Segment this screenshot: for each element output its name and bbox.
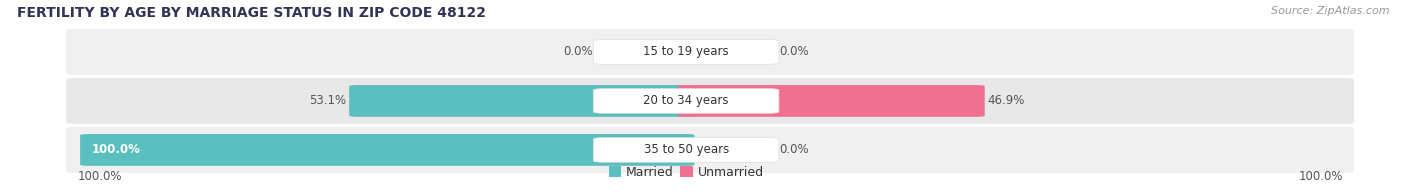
FancyBboxPatch shape: [80, 134, 695, 166]
Text: 0.0%: 0.0%: [779, 45, 808, 58]
Text: 100.0%: 100.0%: [77, 170, 122, 183]
Text: 0.0%: 0.0%: [564, 45, 593, 58]
FancyBboxPatch shape: [678, 85, 984, 117]
Text: 20 to 34 years: 20 to 34 years: [644, 94, 728, 107]
Text: 100.0%: 100.0%: [91, 143, 141, 156]
FancyBboxPatch shape: [349, 85, 695, 117]
Text: 15 to 19 years: 15 to 19 years: [644, 45, 728, 58]
FancyBboxPatch shape: [66, 127, 1354, 173]
FancyBboxPatch shape: [66, 29, 1354, 75]
Text: 35 to 50 years: 35 to 50 years: [644, 143, 728, 156]
Text: 53.1%: 53.1%: [309, 94, 346, 107]
FancyBboxPatch shape: [66, 78, 1354, 124]
Text: Source: ZipAtlas.com: Source: ZipAtlas.com: [1271, 6, 1389, 16]
FancyBboxPatch shape: [593, 138, 779, 162]
FancyBboxPatch shape: [593, 40, 779, 64]
Legend: Married, Unmarried: Married, Unmarried: [603, 161, 769, 184]
Text: 0.0%: 0.0%: [779, 143, 808, 156]
Text: 46.9%: 46.9%: [987, 94, 1025, 107]
FancyBboxPatch shape: [593, 89, 779, 113]
Text: FERTILITY BY AGE BY MARRIAGE STATUS IN ZIP CODE 48122: FERTILITY BY AGE BY MARRIAGE STATUS IN Z…: [17, 6, 486, 20]
Text: 100.0%: 100.0%: [1298, 170, 1343, 183]
